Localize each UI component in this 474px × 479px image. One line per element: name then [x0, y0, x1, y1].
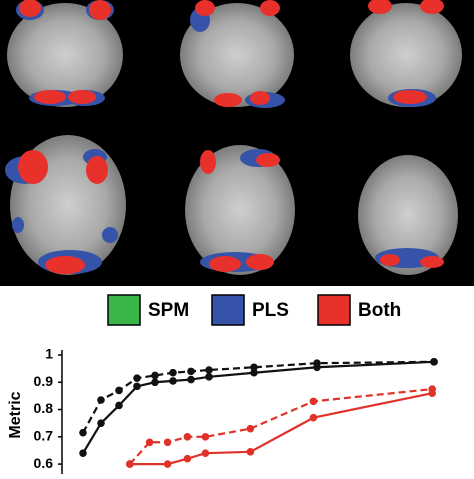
point [187, 375, 195, 384]
point [115, 386, 123, 395]
legend-swatch [317, 294, 351, 326]
point [169, 368, 177, 377]
y-tick-label: 0.6 [34, 455, 54, 471]
series-line [129, 392, 433, 466]
point [246, 424, 255, 433]
legend-swatch [211, 294, 245, 326]
point [309, 397, 318, 406]
legend-label: SPM [148, 300, 189, 321]
point [133, 382, 141, 391]
point [205, 373, 213, 381]
legend-swatch [107, 294, 141, 326]
point [133, 374, 141, 382]
point [163, 438, 172, 447]
point [201, 449, 210, 457]
y-tick-label: 0.8 [34, 400, 54, 416]
point [246, 448, 255, 456]
point [430, 358, 438, 366]
point [183, 433, 192, 441]
legend-label: Both [358, 300, 401, 321]
point [313, 363, 321, 372]
point [115, 401, 123, 410]
point [309, 413, 318, 422]
legend: SPM PLS Both [107, 294, 401, 326]
y-tick-label: 1 [45, 346, 53, 362]
point [151, 371, 159, 380]
brain-panel [0, 0, 474, 286]
series-line [128, 387, 433, 465]
point [205, 366, 213, 374]
y-tick-label: 0.7 [34, 428, 54, 444]
point [250, 363, 258, 372]
point [250, 368, 258, 377]
legend-label: PLS [252, 300, 289, 321]
point [428, 389, 437, 397]
point [151, 378, 159, 387]
point [79, 428, 87, 437]
point [79, 449, 87, 457]
y-axis-label: Metric [7, 391, 24, 438]
point [201, 433, 210, 441]
chart: Metric 1 0.9 0.8 0.7 0.6 [7, 346, 438, 474]
point [126, 460, 134, 468]
point [97, 419, 105, 427]
point [187, 367, 195, 376]
point [183, 454, 192, 463]
point [163, 460, 172, 468]
point [97, 396, 105, 404]
point [145, 438, 154, 447]
point [169, 377, 177, 385]
y-tick-label: 0.9 [34, 373, 54, 389]
